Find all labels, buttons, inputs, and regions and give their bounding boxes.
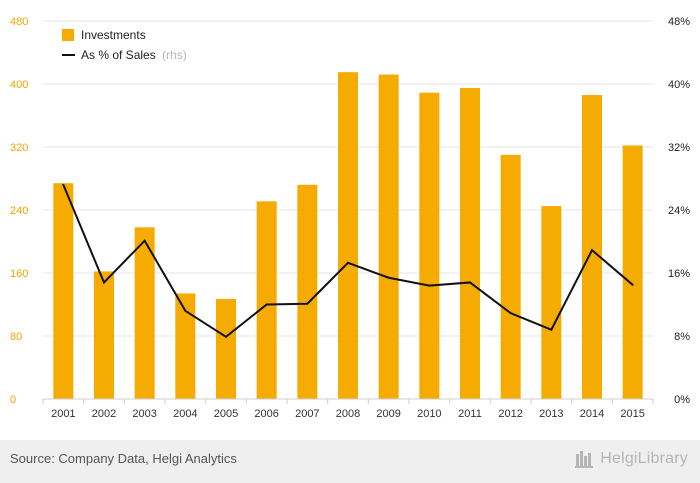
point-percent-2005 (225, 335, 227, 338)
point-percent-2002 (103, 281, 105, 284)
footer: Source: Company Data, Helgi Analytics He… (0, 440, 700, 483)
x-tick-label: 2001 (51, 408, 75, 420)
bars (53, 72, 643, 400)
bar-investments-2001 (53, 183, 74, 399)
y-left-tick-label: 400 (10, 79, 28, 91)
chart: 0 0% 80 8% 160 16% 240 24% 320 32% 400 40% 480 48% 200… (10, 16, 690, 420)
y-left-tick-label: 0 (10, 394, 16, 406)
point-percent-2007 (306, 302, 309, 305)
x-tick-label: 2005 (214, 408, 238, 420)
y-right-tick-label: 32% (668, 142, 690, 154)
helgi-logo-icon (575, 451, 594, 468)
legend-label-percent-suffix: (rhs) (162, 48, 187, 62)
point-percent-2014 (591, 249, 593, 252)
x-tick-label: 2008 (336, 408, 360, 420)
x-tick-label: 2014 (580, 408, 604, 420)
y-right-tick-label: 0% (674, 394, 690, 406)
y-right-tick-label: 24% (668, 205, 690, 217)
brand: HelgiLibrary (574, 448, 688, 470)
point-percent-2004 (184, 309, 187, 312)
bar-investments-2003 (134, 227, 155, 399)
bar-investments-2006 (256, 201, 277, 399)
y-left-tick-label: 240 (10, 205, 28, 217)
bar-investments-2008 (338, 72, 358, 399)
x-tick-label: 2002 (92, 408, 116, 420)
brand-name: HelgiLibrary (600, 450, 688, 467)
legend: Investments As % of Sales (rhs) (62, 28, 187, 62)
bar-investments-2013 (541, 206, 562, 399)
y-right-tick-label: 16% (668, 268, 690, 280)
bar-investments-2010 (419, 92, 440, 399)
point-percent-2006 (265, 303, 268, 306)
legend-swatch-investments (62, 29, 74, 41)
y-right-tick-label: 48% (668, 16, 690, 28)
x-tick-label: 2009 (376, 408, 400, 420)
axes: 0 0% 80 8% 160 16% 240 24% 320 32% 400 40% 480 48% 200… (10, 16, 690, 420)
point-percent-2013 (550, 328, 553, 331)
y-right-tick-label: 40% (668, 79, 690, 91)
x-tick-label: 2006 (254, 408, 278, 420)
bar-investments-2014 (582, 95, 602, 400)
y-left-tick-label: 80 (10, 331, 22, 343)
point-percent-2012 (509, 312, 512, 315)
bar-investments-2012 (500, 154, 521, 399)
legend-label-investments: Investments (81, 28, 146, 42)
point-percent-2011 (469, 281, 471, 284)
y-left-tick-label: 480 (10, 16, 28, 28)
point-percent-2010 (428, 284, 431, 287)
bar-investments-2015 (622, 145, 643, 399)
bar-investments-2011 (460, 87, 480, 399)
bar-investments-2004 (175, 293, 196, 399)
bar-investments-2007 (297, 184, 318, 399)
bar-investments-2002 (94, 271, 114, 399)
percent-line (62, 183, 634, 339)
bar-investments-2005 (216, 298, 236, 399)
legend-label-percent: As % of Sales (rhs) (81, 48, 187, 62)
x-tick-label: 2010 (417, 408, 441, 420)
x-tick-label: 2004 (173, 408, 197, 420)
y-right-tick-label: 8% (674, 331, 690, 343)
point-percent-2009 (387, 276, 390, 279)
x-tick-label: 2015 (620, 408, 644, 420)
x-tick-label: 2012 (498, 408, 522, 420)
point-percent-2015 (631, 283, 634, 286)
point-percent-2003 (143, 239, 146, 242)
point-percent-2008 (347, 261, 349, 264)
point-percent-2001 (62, 183, 65, 186)
x-tick-label: 2011 (458, 408, 482, 420)
source-note: Source: Company Data, Helgi Analytics (10, 451, 237, 466)
bar-investments-2009 (378, 74, 399, 400)
x-tick-label: 2003 (132, 408, 156, 420)
x-tick-label: 2007 (295, 408, 319, 420)
y-left-tick-label: 320 (10, 142, 28, 154)
legend-label-percent-main: As % of Sales (81, 48, 156, 62)
y-left-tick-label: 160 (10, 268, 28, 280)
x-tick-label: 2013 (539, 408, 563, 420)
